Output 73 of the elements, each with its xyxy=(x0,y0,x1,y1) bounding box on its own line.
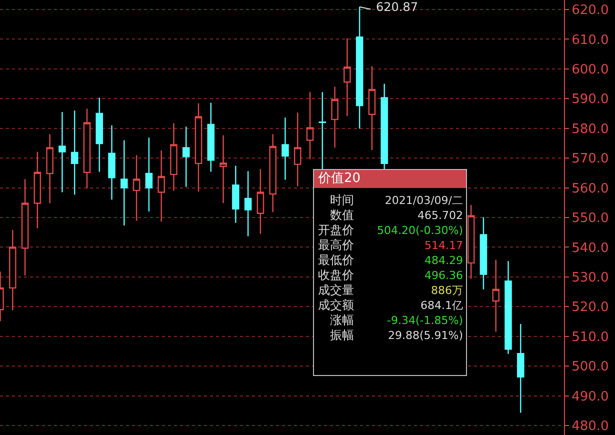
candlestick xyxy=(58,111,66,193)
annotation: -9.34(-1.85%) xyxy=(386,313,464,328)
annotation: 最高价 xyxy=(317,238,354,253)
candlestick xyxy=(9,229,16,311)
candlestick xyxy=(480,216,488,290)
candlestick xyxy=(331,86,338,148)
annotation: 时间 xyxy=(329,193,354,208)
y-tick-label: 610.0 xyxy=(572,32,609,48)
candlestick xyxy=(207,102,215,172)
y-tick-label: 590.0 xyxy=(572,92,609,108)
candlestick xyxy=(120,140,128,226)
annotation: 价值20 xyxy=(314,170,466,188)
candlestick xyxy=(282,117,289,180)
candlestick xyxy=(220,134,227,204)
candlestick xyxy=(232,165,240,224)
y-tick-label: 500.0 xyxy=(572,360,609,375)
annotation: 496.36 xyxy=(424,268,464,283)
y-tick-label: 560.0 xyxy=(572,181,609,196)
candlestick xyxy=(244,170,252,237)
candlestick xyxy=(96,97,103,172)
candlestick xyxy=(46,134,54,204)
annotation: 数值 xyxy=(329,208,354,223)
annotation: 最低价 xyxy=(317,253,354,268)
candlestick xyxy=(83,108,91,189)
annotation: 收盘价 xyxy=(317,268,354,283)
annotation: 620.87 xyxy=(376,0,418,14)
candlestick xyxy=(492,259,500,332)
y-tick-label: 570.0 xyxy=(572,152,609,167)
candlestick xyxy=(504,260,512,354)
candlestick xyxy=(145,136,153,212)
annotation: 514.17 xyxy=(424,238,464,253)
annotation: 504.20(-0.30%) xyxy=(376,223,464,238)
annotation: 886万 xyxy=(430,283,464,298)
candlestick xyxy=(182,126,190,188)
candlestick xyxy=(294,112,302,187)
annotation: 465.702 xyxy=(416,208,464,223)
candlestick xyxy=(306,92,314,160)
y-tick-label: 520.0 xyxy=(572,300,609,316)
y-tick-label: 540.0 xyxy=(572,240,609,256)
annotation: 29.88(5.91%) xyxy=(386,328,464,343)
candlestick xyxy=(517,323,524,414)
y-tick-label: 490.0 xyxy=(572,389,609,404)
y-tick-label: 480.0 xyxy=(572,419,609,434)
candlestick xyxy=(170,122,178,192)
annotation: 成交量 xyxy=(317,283,354,298)
candlestick xyxy=(344,38,351,117)
annotation: 开盘价 xyxy=(317,223,354,238)
annotation: 484.29 xyxy=(424,253,464,268)
candlestick xyxy=(356,6,364,130)
y-tick-label: 530.0 xyxy=(572,270,609,286)
candlestick xyxy=(256,168,264,234)
y-tick-label: 620.0 xyxy=(572,3,609,18)
annotation: 684.1亿 xyxy=(420,298,464,313)
candlestick xyxy=(70,110,78,196)
candlestick xyxy=(21,178,29,276)
candlestick xyxy=(368,66,376,151)
y-tick-label: 510.0 xyxy=(572,330,609,345)
candlestick xyxy=(132,154,140,222)
candlestick xyxy=(318,92,326,171)
candlestick xyxy=(108,124,116,200)
y-tick-label: 580.0 xyxy=(572,122,609,137)
y-tick-label: 550.0 xyxy=(572,211,609,226)
y-tick-label: 600.0 xyxy=(572,62,609,78)
annotation: 2021/03/09/二 xyxy=(384,193,464,208)
candlestick xyxy=(269,134,276,213)
candlestick xyxy=(158,150,165,222)
candlestick xyxy=(34,151,42,229)
candlestick xyxy=(380,83,388,171)
candlestick xyxy=(467,204,475,280)
annotation: 振幅 xyxy=(329,328,354,343)
annotation: 成交额 xyxy=(317,298,354,313)
annotation: 涨幅 xyxy=(329,313,354,328)
candlestick xyxy=(194,102,202,192)
